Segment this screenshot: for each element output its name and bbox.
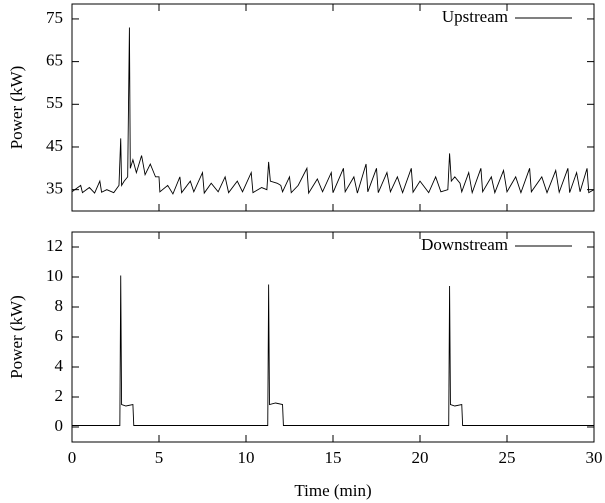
- legend-label: Downstream: [421, 235, 508, 254]
- x-tick-label: 10: [238, 448, 255, 467]
- y-tick-label: 8: [55, 296, 64, 315]
- plot-frame: [71, 231, 595, 443]
- y-tick-label: 75: [46, 8, 63, 27]
- y-tick-label: 4: [55, 356, 64, 375]
- plot-frame: [71, 3, 595, 212]
- legend-label: Upstream: [442, 7, 508, 26]
- y-tick-label: 10: [46, 266, 63, 285]
- y-tick-label: 2: [55, 386, 64, 405]
- x-axis-label: Time (min): [294, 481, 371, 500]
- x-tick-label: 25: [499, 448, 516, 467]
- y-tick-label: 55: [46, 93, 63, 112]
- y-tick-label: 35: [46, 179, 63, 198]
- y-axis-label: Power (kW): [7, 295, 26, 379]
- y-tick-label: 65: [46, 51, 63, 70]
- data-line: [72, 275, 594, 426]
- x-tick-label: 20: [412, 448, 429, 467]
- x-tick-label: 15: [325, 448, 342, 467]
- y-tick-label: 12: [46, 236, 63, 255]
- data-line: [71, 27, 595, 195]
- y-tick-label: 6: [55, 326, 64, 345]
- x-tick-label: 5: [155, 448, 164, 467]
- y-axis-label: Power (kW): [7, 66, 26, 150]
- y-tick-label: 0: [55, 416, 64, 435]
- y-tick-label: 45: [46, 136, 63, 155]
- x-tick-label: 30: [586, 448, 603, 467]
- x-tick-label: 0: [68, 448, 77, 467]
